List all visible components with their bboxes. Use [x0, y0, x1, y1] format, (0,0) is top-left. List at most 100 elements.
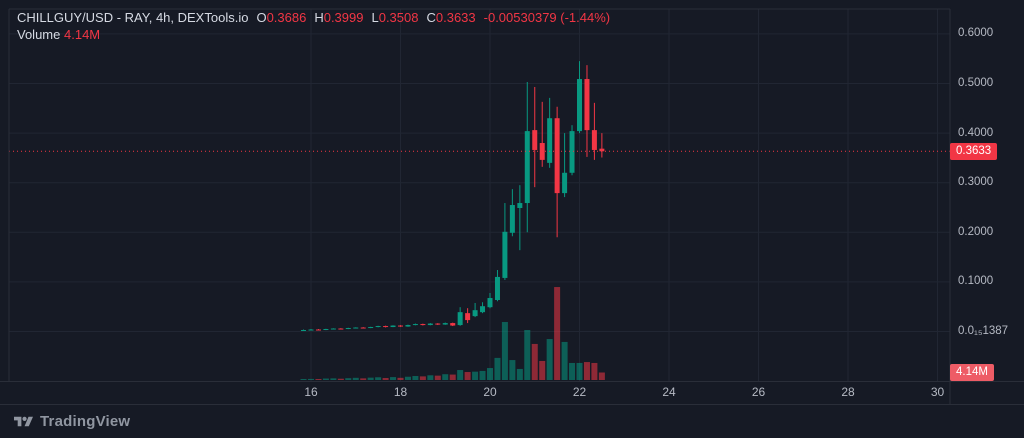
volume-value: 4.14M — [64, 27, 101, 42]
time-axis-label: 26 — [751, 385, 766, 399]
candle-body — [315, 329, 321, 331]
volume-bar — [412, 376, 419, 380]
time-axis-label: 30 — [930, 385, 945, 399]
open-label: O — [256, 10, 267, 25]
volume-bar — [397, 377, 404, 380]
candle-body — [532, 130, 538, 150]
volume-bar — [539, 360, 546, 380]
volume-bar — [449, 374, 456, 380]
time-axis-label: 24 — [662, 385, 676, 399]
candle-body — [599, 148, 605, 152]
ohlc-high: H0.3999 — [314, 10, 363, 25]
volume-bar — [569, 362, 576, 380]
candle-body — [472, 310, 478, 317]
volume-bar — [561, 341, 568, 380]
candle-body — [584, 79, 590, 131]
volume-bar — [419, 376, 426, 380]
tradingview-logo-icon[interactable] — [14, 414, 33, 430]
candle-body — [457, 312, 463, 326]
candle-body — [383, 326, 389, 328]
volume-bar — [345, 378, 352, 380]
candle-body — [502, 231, 508, 278]
volume-bar — [300, 379, 307, 380]
volume-bar — [464, 372, 471, 380]
volume-bar — [315, 379, 322, 380]
volume-bar — [308, 378, 314, 380]
low-value: 0.3508 — [378, 10, 419, 25]
price-axis-label: 0.6000 — [958, 27, 994, 40]
chart-legend: CHILLGUY/USD - RAY, 4h, DEXTools.io O0.36… — [17, 9, 610, 43]
candle-body — [405, 325, 411, 327]
candle-body — [308, 329, 314, 331]
legend-row-volume: Volume 4.14M — [17, 26, 610, 43]
candle-body — [577, 79, 582, 132]
time-axis-label: 20 — [483, 385, 497, 399]
volume-label: Volume — [17, 27, 61, 42]
price-change: -0.00530379 (-1.44%) — [483, 10, 611, 25]
high-value: 0.3999 — [323, 10, 364, 25]
volume-bar — [427, 375, 434, 380]
price-axis-label: 0.0₁₅1387 — [958, 325, 1009, 337]
price-axis-label: 0.1000 — [958, 275, 994, 288]
candle-body — [353, 327, 359, 329]
candle-body — [509, 205, 515, 233]
volume-bar — [375, 377, 382, 380]
volume-bar — [598, 372, 605, 380]
candle-body — [435, 323, 441, 325]
volume-bar — [337, 378, 344, 380]
volume-bar — [382, 378, 389, 380]
volume-bar — [591, 362, 598, 380]
last-volume-badge: 4.14M — [950, 363, 994, 381]
candle-body — [338, 328, 344, 330]
candle-body — [480, 306, 486, 313]
volume-bar — [457, 370, 464, 380]
high-label: H — [314, 10, 324, 25]
time-axis-label: 18 — [393, 385, 408, 399]
volume-bar — [330, 378, 337, 380]
time-axis[interactable]: 16 18 20 22 24 26 28 30 — [0, 382, 950, 404]
candle-body — [330, 328, 336, 330]
candle-body — [465, 313, 471, 321]
volume-bar — [360, 378, 367, 380]
volume-bar — [509, 360, 516, 380]
candle-body — [412, 324, 418, 326]
candle-body — [450, 323, 456, 326]
candle-body — [398, 325, 403, 327]
volume-bar — [501, 322, 508, 380]
volume-bar — [434, 375, 441, 380]
volume-bar — [583, 362, 590, 380]
candle-body — [494, 276, 500, 301]
candle-body — [562, 172, 568, 194]
price-axis-label: 0.5000 — [958, 77, 994, 89]
candle-body — [554, 118, 560, 194]
volume-bar — [494, 357, 501, 380]
volume-bar — [442, 374, 449, 380]
close-value: 0.3633 — [435, 10, 476, 25]
close-label: C — [426, 10, 436, 25]
volume-bar — [472, 371, 479, 380]
volume-bar — [531, 343, 538, 380]
candle-body — [390, 325, 396, 328]
candle-body — [517, 203, 523, 208]
price-axis-label: 0.3000 — [958, 176, 994, 189]
time-axis-label: 16 — [304, 385, 318, 399]
price-axis-label: 0.4000 — [958, 126, 994, 139]
volume-bar — [546, 339, 553, 380]
open-value: 0.3686 — [266, 10, 307, 25]
time-axis-label: 28 — [841, 385, 855, 399]
volume-bar — [404, 376, 411, 380]
ohlc-close: C0.3633 — [426, 10, 475, 25]
ohlc-open: O0.3686 — [256, 10, 306, 25]
candle-body — [375, 326, 381, 328]
volume-bar — [367, 377, 374, 380]
ohlc-low: L0.3508 — [371, 10, 418, 25]
volume-bar — [516, 368, 523, 380]
tradingview-brand[interactable]: TradingView — [40, 413, 131, 430]
legend-row-main: CHILLGUY/USD - RAY, 4h, DEXTools.io O0.36… — [17, 9, 610, 26]
price-axis[interactable]: 0.6000 0.5000 0.4000 0.3000 0.2000 0.1000 0.0₁… — [950, 9, 1024, 382]
footer-toolbar: TradingView — [0, 405, 1024, 438]
candle-body — [368, 327, 374, 329]
candle-body — [301, 330, 307, 332]
